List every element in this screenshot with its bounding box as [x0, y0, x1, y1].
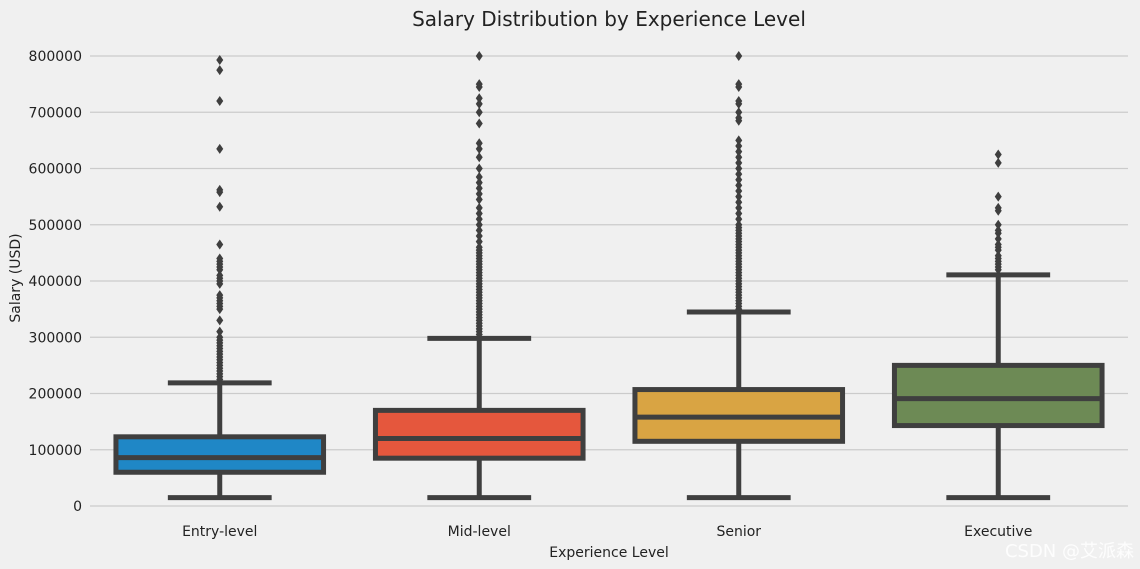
outlier-point	[735, 146, 743, 157]
x-tick-label: Mid-level	[448, 524, 511, 540]
outlier-point	[475, 118, 483, 129]
iqr-box	[372, 407, 586, 461]
x-axis-ticks: Entry-level Mid-level Senior Executive	[182, 524, 1032, 540]
outlier-point	[735, 197, 743, 208]
outlier-point	[475, 236, 483, 247]
outlier-point	[475, 171, 483, 182]
outlier-point	[735, 107, 743, 118]
outlier-point	[475, 242, 483, 253]
outlier-point	[475, 152, 483, 163]
outlier-point	[735, 186, 743, 196]
outlier-point	[216, 315, 224, 326]
outlier-point	[994, 191, 1002, 202]
x-tick-label: Executive	[964, 524, 1032, 540]
x-tick-label: Entry-level	[182, 524, 257, 540]
y-axis-ticks: 0 100000 200000 300000 400000 500000 600000 700…	[29, 49, 82, 515]
y-tick-label: 800000	[29, 49, 82, 65]
outlier-point	[735, 51, 743, 61]
outlier-point	[216, 253, 224, 264]
y-tick-label: 200000	[29, 387, 82, 403]
outlier-point	[735, 214, 743, 225]
outlier-point	[475, 93, 483, 104]
outlier-point	[475, 194, 483, 205]
outlier-point	[216, 143, 224, 154]
outlier-point	[216, 270, 224, 281]
x-axis-label: Experience Level	[549, 545, 668, 561]
iqr-box	[113, 434, 327, 475]
outlier-point	[475, 98, 483, 109]
outlier-point	[475, 107, 483, 118]
outlier-point	[994, 219, 1002, 230]
outlier-point	[475, 188, 483, 199]
outlier-point	[735, 169, 743, 180]
outlier-point	[735, 135, 743, 146]
outlier-point	[735, 219, 743, 230]
y-tick-label: 600000	[29, 162, 82, 178]
outlier-point	[475, 79, 483, 90]
outlier-point	[735, 163, 743, 174]
outlier-point	[475, 219, 483, 230]
iqr-box	[891, 362, 1105, 429]
boxes-layer	[113, 51, 1105, 501]
outlier-point	[735, 208, 743, 219]
box-group-mid-level	[372, 51, 586, 501]
outlier-point	[475, 163, 483, 174]
outlier-point	[216, 65, 224, 76]
outlier-point	[735, 202, 743, 213]
outlier-point	[994, 239, 1002, 250]
outlier-point	[994, 225, 1002, 236]
outlier-point	[735, 191, 743, 202]
y-tick-label: 700000	[29, 105, 82, 121]
y-tick-label: 0	[73, 499, 82, 515]
outlier-point	[735, 141, 743, 151]
outlier-point	[216, 332, 224, 343]
y-tick-label: 400000	[29, 274, 82, 290]
y-axis-label: Salary (USD)	[8, 233, 24, 322]
outlier-point	[475, 231, 483, 241]
outlier-point	[735, 157, 743, 168]
box-group-executive	[891, 149, 1105, 501]
outlier-point	[735, 79, 743, 90]
outlier-point	[475, 214, 483, 225]
box-group-senior	[632, 51, 846, 501]
outlier-point	[475, 208, 483, 219]
outlier-point	[735, 180, 743, 191]
outlier-point	[994, 233, 1002, 244]
outlier-point	[475, 225, 483, 236]
outlier-point	[216, 239, 224, 250]
outlier-point	[216, 54, 224, 65]
outlier-point	[994, 149, 1002, 160]
outlier-point	[216, 201, 224, 212]
outlier-point	[475, 138, 483, 149]
outlier-point	[994, 202, 1002, 213]
outlier-point	[475, 51, 483, 61]
y-tick-label: 300000	[29, 330, 82, 346]
outlier-point	[475, 183, 483, 194]
outlier-point	[475, 177, 483, 188]
chart-title: Salary Distribution by Experience Level	[412, 7, 806, 31]
outlier-point	[735, 112, 743, 123]
x-tick-label: Senior	[716, 524, 761, 540]
outlier-point	[475, 143, 483, 154]
outlier-point	[475, 202, 483, 213]
y-tick-label: 500000	[29, 218, 82, 234]
watermark: CSDN @艾派森	[1004, 541, 1134, 562]
outlier-point	[216, 290, 224, 301]
outlier-point	[216, 326, 224, 337]
outlier-point	[735, 152, 743, 163]
box-group-entry-level	[113, 54, 327, 501]
outlier-point	[735, 96, 743, 106]
y-tick-label: 100000	[29, 443, 82, 459]
outlier-point	[216, 96, 224, 106]
outlier-point	[994, 250, 1002, 261]
outlier-point	[216, 184, 224, 195]
outlier-point	[994, 157, 1002, 168]
outlier-point	[735, 174, 743, 185]
